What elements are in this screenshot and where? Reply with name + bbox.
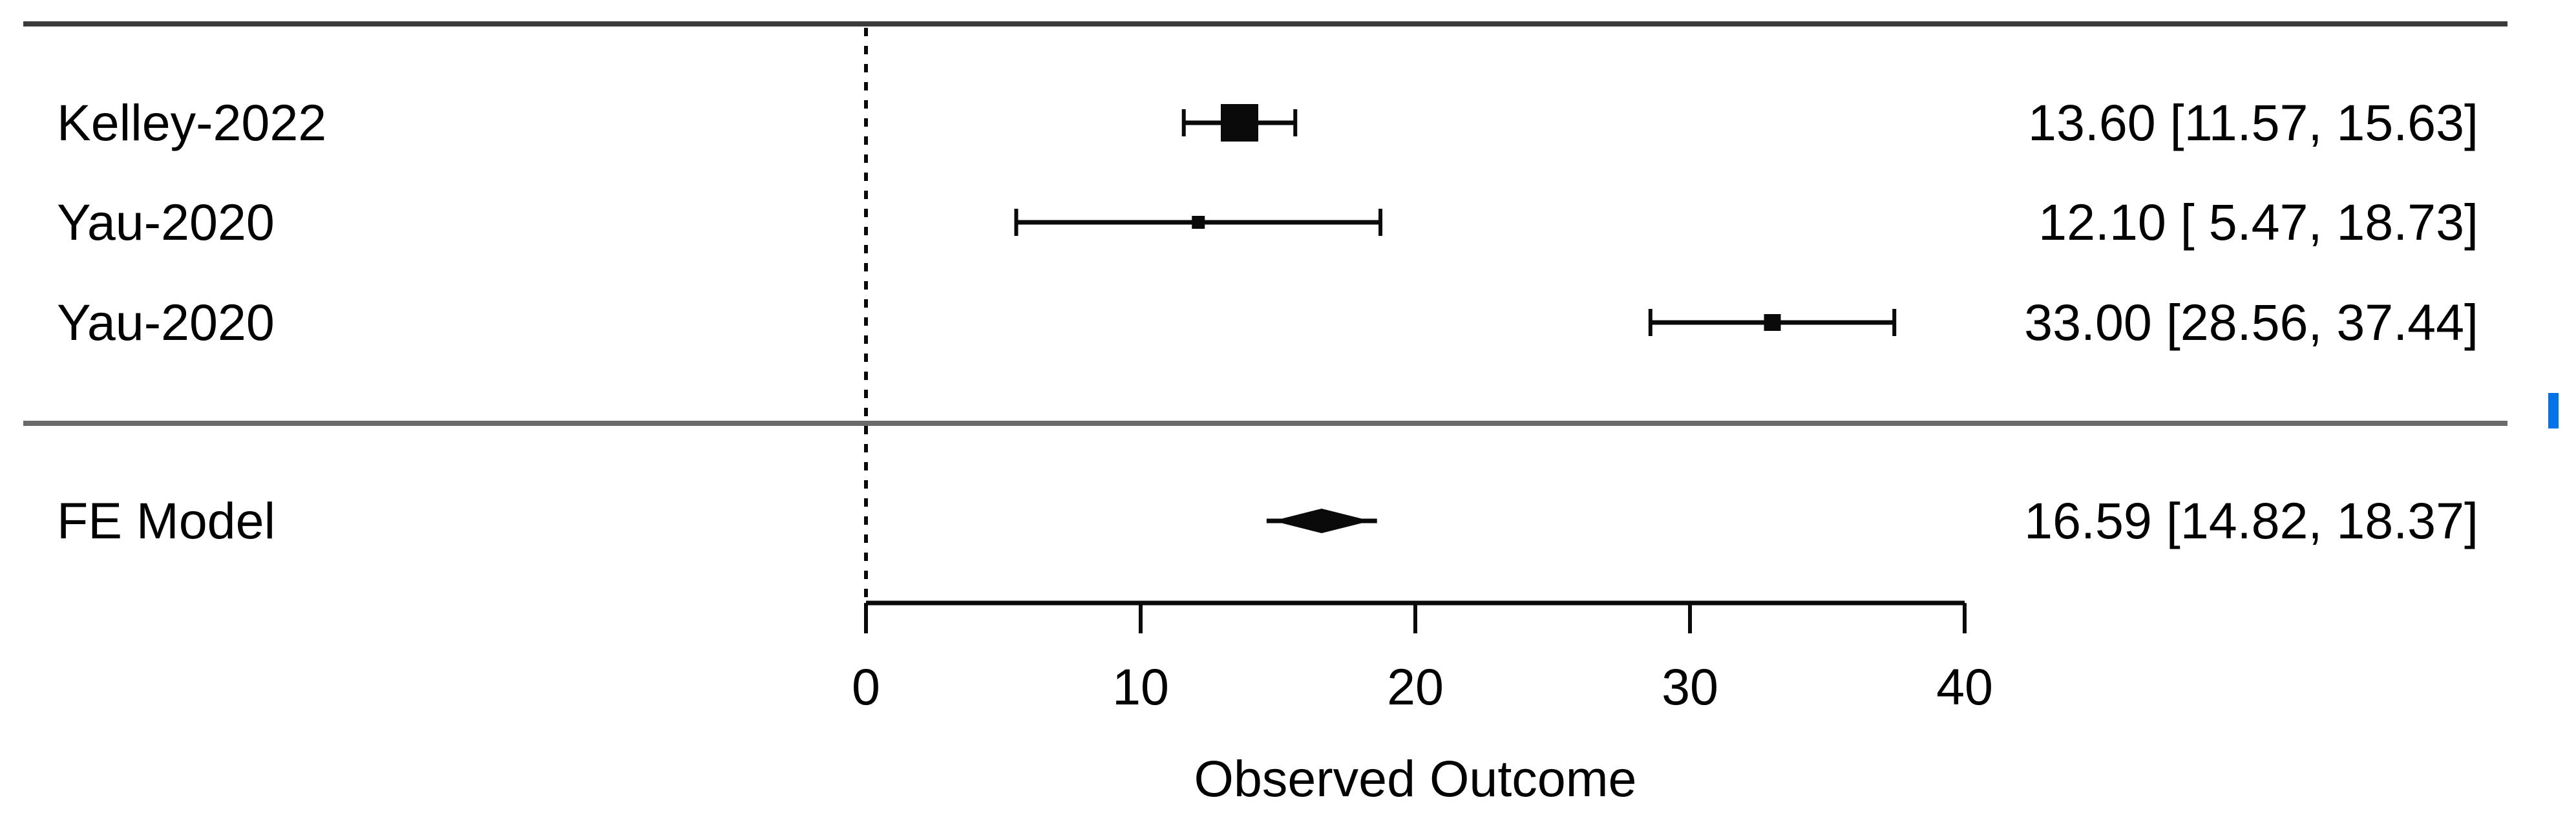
point-estimate-square-study-1 [1221,104,1258,142]
study-label-3: Yau-2020 [57,293,275,351]
x-tick-label-0: 0 [852,658,880,715]
annotation-1: 13.60 [11.57, 15.63] [2028,94,2478,151]
blue-edge-marker [2548,393,2559,428]
study-label-1: Kelley-2022 [57,94,327,151]
point-estimate-square-study-3 [1764,314,1781,331]
summary-label: FE Model [57,492,276,549]
annotation-3: 33.00 [28.56, 37.44] [2024,293,2478,351]
x-tick-label-40: 40 [1936,658,1993,715]
x-tick-label-20: 20 [1387,658,1444,715]
point-estimate-square-study-2 [1192,216,1205,229]
summary-diamond [1272,509,1371,533]
annotation-2: 12.10 [ 5.47, 18.73] [2038,193,2478,251]
summary-annotation: 16.59 [14.82, 18.37] [2024,492,2478,549]
x-tick-label-10: 10 [1112,658,1169,715]
x-tick-label-30: 30 [1662,658,1718,715]
x-axis-title: Observed Outcome [1194,750,1637,807]
study-label-2: Yau-2020 [57,193,275,251]
